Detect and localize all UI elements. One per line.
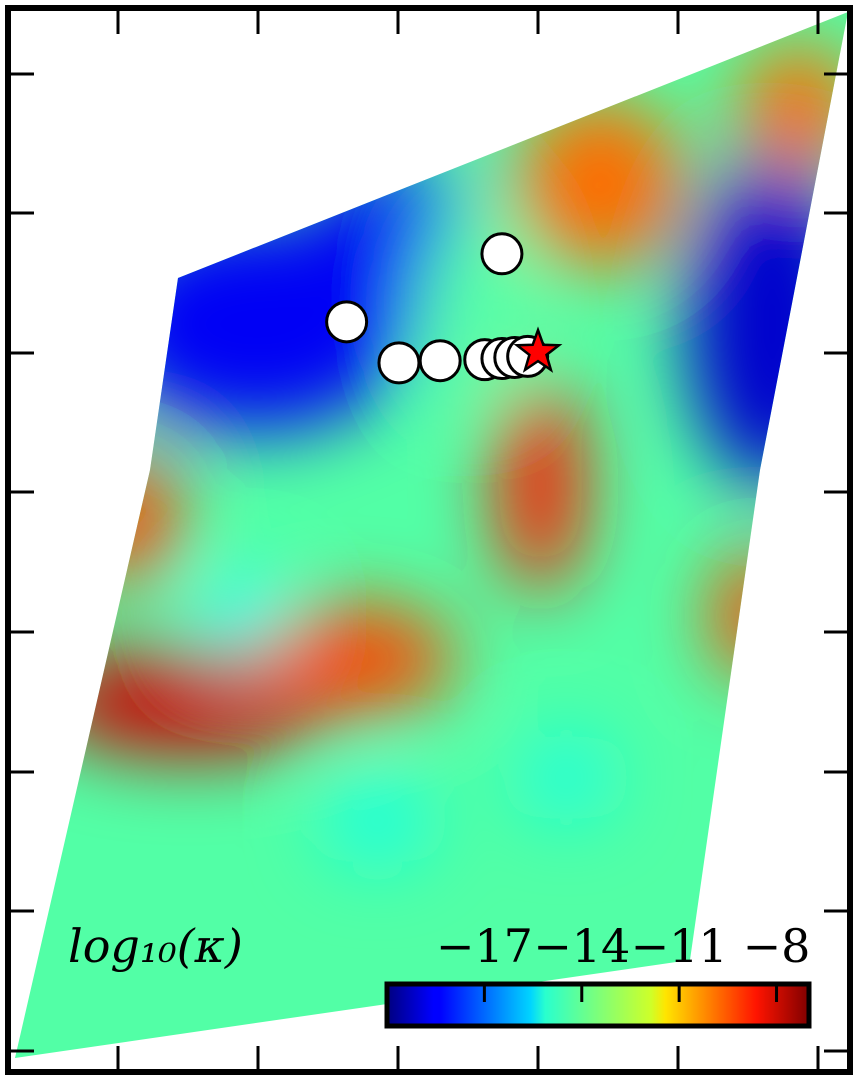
colorbar-tick-label-2: −11 bbox=[631, 919, 728, 973]
field-region-12 bbox=[523, 734, 610, 821]
source-star-marker bbox=[513, 326, 563, 373]
field-region-7 bbox=[42, 648, 335, 756]
colorbar: log₁₀(κ) −17 −14 −11 −8 bbox=[68, 919, 812, 1029]
data-point-3 bbox=[418, 339, 462, 383]
colorbar-tick-label-1: −14 bbox=[533, 919, 630, 973]
data-point-2 bbox=[377, 341, 421, 385]
colorbar-tick-label-3: −8 bbox=[743, 919, 811, 973]
colorbar-label: log₁₀(κ) bbox=[68, 919, 243, 973]
field-region-8 bbox=[265, 604, 455, 713]
colorbar-tick-label-0: −17 bbox=[436, 919, 533, 973]
field-region-5 bbox=[497, 378, 584, 594]
field-region-9 bbox=[712, 550, 798, 681]
field-region-11 bbox=[326, 777, 429, 864]
axes-frame bbox=[5, 5, 853, 1075]
field-region-4 bbox=[737, 43, 848, 173]
marker-layer bbox=[325, 232, 563, 385]
data-point-0 bbox=[480, 232, 524, 276]
data-point-1 bbox=[325, 300, 369, 344]
field-region-10 bbox=[197, 572, 284, 659]
field-region-3 bbox=[514, 97, 687, 270]
field-region-6 bbox=[77, 453, 181, 584]
axis-ticks bbox=[11, 11, 847, 1069]
colorbar-gradient bbox=[384, 981, 812, 1029]
field-region-2 bbox=[686, 162, 848, 486]
